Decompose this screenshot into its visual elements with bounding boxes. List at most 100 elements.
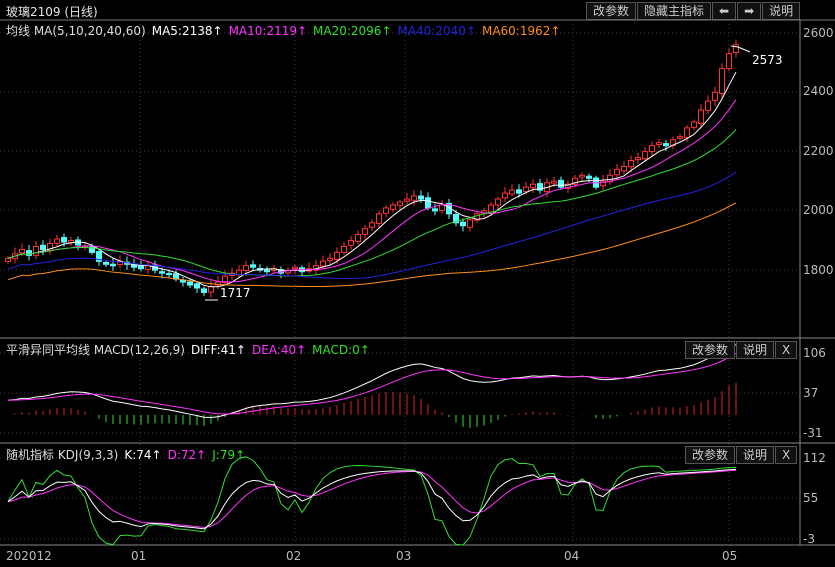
candle-up: [572, 177, 578, 185]
candle-up: [5, 257, 11, 262]
date-tick: 03: [396, 549, 412, 563]
candle-down: [159, 271, 165, 274]
candle-up: [292, 266, 298, 270]
candle-down: [250, 264, 256, 268]
macd-value: MACD:0↑: [312, 343, 370, 357]
ma40-value: MA40:2040↑: [397, 24, 476, 38]
candle-down: [460, 221, 466, 227]
candle-up: [327, 257, 333, 261]
candle-down: [89, 246, 95, 253]
candle-up: [467, 219, 473, 228]
d-line: [7, 469, 737, 528]
candle-up: [656, 142, 662, 145]
candle-down: [187, 281, 193, 286]
candle-up: [719, 68, 725, 94]
kdj-y-tick: -3: [803, 532, 815, 546]
kdj-y-tick: 55: [803, 491, 819, 505]
macd-legend: 平滑异同平均线 MACD(12,26,9) DIFF:41↑ DEA:40↑ MACD…: [6, 341, 376, 358]
candle-up: [726, 53, 732, 70]
kdj-y-tick: 112: [803, 451, 826, 465]
candle-up: [691, 121, 697, 128]
y-tick: 1800: [803, 263, 834, 277]
macd-close-button[interactable]: X: [775, 341, 798, 359]
candle-up: [208, 286, 214, 293]
candle-up: [488, 204, 494, 213]
candle-down: [264, 269, 270, 273]
macd-help-button[interactable]: 说明: [736, 341, 775, 359]
candle-up: [649, 145, 655, 153]
macd-y-tick: -31: [803, 426, 823, 440]
kdj-params-button[interactable]: 改参数: [685, 446, 736, 464]
y-tick: 2600: [803, 26, 834, 40]
kdj-close-button[interactable]: X: [775, 446, 798, 464]
ma-label: 均线 MA(5,10,20,40,60): [6, 24, 146, 38]
candle-up: [33, 245, 39, 256]
candle-up: [348, 240, 354, 246]
ma60-value: MA60:1962↑: [481, 24, 561, 38]
candle-up: [47, 243, 53, 251]
candle-down: [138, 265, 144, 270]
candle-up: [642, 151, 648, 160]
candle-up: [404, 198, 410, 202]
d-value: D:72↑: [167, 448, 207, 462]
macd-y-tick: 37: [803, 386, 819, 400]
candle-up: [523, 186, 529, 193]
date-tick: 05: [722, 549, 738, 563]
candle-up: [614, 168, 620, 176]
k-line: [7, 468, 737, 530]
candle-up: [621, 165, 627, 172]
ma20-line: [7, 129, 737, 277]
candle-up: [677, 136, 683, 139]
candle-up: [502, 192, 508, 199]
candle-up: [579, 174, 585, 178]
ma60-line: [7, 202, 737, 288]
date-tick: 04: [564, 549, 580, 563]
candle-up: [215, 281, 221, 286]
candle-up: [383, 207, 389, 214]
high-marker: [730, 45, 751, 53]
candle-down: [103, 261, 109, 265]
candle-down: [96, 251, 102, 262]
diff-value: DIFF:41↑: [190, 343, 246, 357]
y-tick: 2200: [803, 144, 834, 158]
candle-up: [369, 222, 375, 228]
candle-up: [439, 204, 445, 212]
kdj-help-button[interactable]: 说明: [736, 446, 775, 464]
candle-up: [362, 228, 368, 235]
ma-legend: 均线 MA(5,10,20,40,60) MA5:2138↑ MA10:2119↑ M…: [6, 22, 566, 39]
candle-down: [425, 197, 431, 209]
candle-down: [586, 175, 592, 179]
candle-up: [600, 180, 606, 187]
candle-up: [376, 213, 382, 224]
date-tick: 01: [131, 549, 147, 563]
kdj-toolbar: 改参数 说明 X: [685, 446, 798, 464]
ma10-line: [7, 99, 737, 283]
candle-down: [194, 283, 200, 289]
candle-down: [663, 143, 669, 147]
candle-up: [54, 238, 60, 244]
candle-down: [166, 272, 172, 276]
candle-up: [628, 159, 634, 168]
date-tick: 02: [286, 549, 302, 563]
candle-down: [537, 183, 543, 191]
candle-down: [61, 237, 67, 243]
macd-label: 平滑异同平均线 MACD(12,26,9): [6, 343, 185, 357]
candle-up: [243, 265, 249, 271]
candle-up: [551, 180, 557, 184]
candle-up: [733, 44, 739, 54]
candle-up: [222, 275, 228, 284]
ma5-value: MA5:2138↑: [151, 24, 223, 38]
dea-line: [7, 352, 737, 415]
candle-up: [705, 100, 711, 111]
candle-up: [712, 91, 718, 101]
candle-up: [698, 109, 704, 124]
candle-down: [558, 179, 564, 188]
diff-line: [7, 344, 736, 418]
macd-params-button[interactable]: 改参数: [685, 341, 736, 359]
contract-title: 玻璃2109 (日线): [6, 5, 98, 19]
macd-y-tick: 106: [803, 346, 826, 360]
kdj-legend: 随机指标 KDJ(9,3,3) K:74↑ D:72↑ J:79↑: [6, 446, 251, 463]
ma10-value: MA10:2119↑: [228, 24, 308, 38]
candle-down: [26, 250, 32, 256]
